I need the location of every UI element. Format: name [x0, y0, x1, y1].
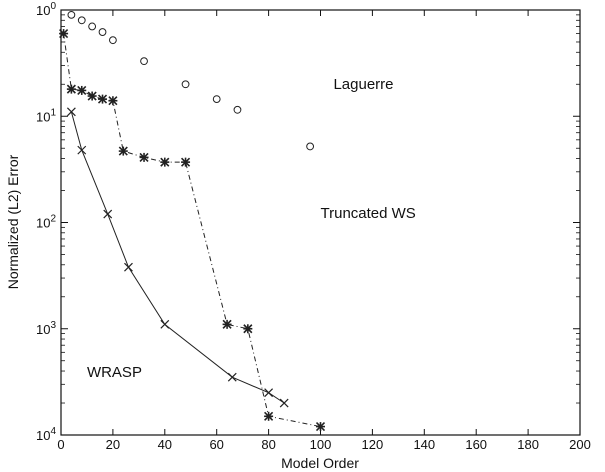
data-point — [59, 29, 69, 39]
x-tick-label: 140 — [413, 437, 435, 452]
y-tick-label: 104 — [36, 426, 56, 443]
x-tick-label: 200 — [569, 437, 591, 452]
x-tick-label: 20 — [106, 437, 120, 452]
y-tick-label: 103 — [36, 320, 56, 337]
data-point — [181, 80, 190, 89]
x-tick-label: 160 — [465, 437, 487, 452]
series-annotation: WRASP — [87, 364, 142, 381]
x-tick-label: 40 — [158, 437, 172, 452]
annotation-layer: Laguerre Truncated WS WRASP — [87, 76, 416, 381]
data-point — [124, 262, 133, 272]
data-point — [66, 84, 76, 94]
data-point — [233, 105, 242, 114]
series-x — [66, 107, 289, 408]
data-point — [160, 319, 170, 329]
x-tick-label: 80 — [261, 437, 275, 452]
data-point — [77, 145, 87, 155]
data-point — [227, 372, 237, 382]
data-point — [87, 91, 97, 101]
x-tick-label: 0 — [57, 437, 64, 452]
data-point — [222, 319, 232, 329]
data-point — [67, 10, 76, 19]
y-tick-label: 100 — [36, 1, 56, 18]
x-tick-label: 180 — [517, 437, 539, 452]
data-point — [66, 107, 76, 117]
series-line — [70, 111, 285, 404]
data-point — [140, 57, 148, 66]
data-point — [315, 422, 326, 432]
axis-ticks: 0 20 40 60 80 100 120 140 160 180 200 100 101 102 103 1… — [36, 1, 591, 452]
x-tick-label: 120 — [362, 437, 384, 452]
data-point — [243, 324, 253, 334]
series-annotation: Truncated WS — [321, 205, 416, 222]
data-point — [118, 146, 128, 156]
x-tick-label: 100 — [310, 437, 332, 452]
data-point — [160, 157, 170, 167]
data-point — [108, 96, 118, 106]
data-point — [97, 94, 108, 104]
data-point — [98, 28, 107, 36]
series-star — [59, 29, 326, 432]
data-point — [264, 411, 274, 421]
y-tick-label: 101 — [36, 107, 56, 124]
data-point — [109, 36, 117, 45]
data-point — [279, 398, 289, 408]
x-axis-label: Model Order — [281, 455, 359, 471]
data-point — [264, 388, 274, 398]
data-point — [306, 142, 315, 151]
data-point — [103, 209, 113, 219]
x-tick-label: 60 — [209, 437, 223, 452]
series-layer — [59, 10, 326, 432]
data-point — [77, 85, 87, 95]
data-point — [212, 95, 221, 104]
data-point — [88, 22, 97, 31]
data-point — [180, 157, 191, 167]
series-circle — [67, 10, 315, 151]
data-point — [77, 16, 86, 25]
y-tick-label: 102 — [36, 214, 56, 231]
data-point — [139, 152, 149, 162]
series-annotation: Laguerre — [333, 76, 393, 93]
y-axis-label: Normalized (L2) Error — [5, 154, 21, 289]
